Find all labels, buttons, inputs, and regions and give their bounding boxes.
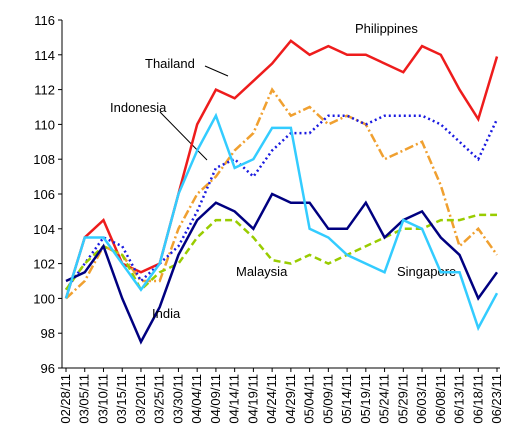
x-tick-label: 03/15/11	[114, 374, 129, 424]
series-label: Philippines	[355, 21, 418, 36]
series-line	[64, 114, 499, 291]
series-label: Indonesia	[110, 100, 167, 115]
series-label: India	[152, 306, 181, 321]
x-tick-label: 05/19/11	[358, 374, 373, 424]
x-tick-label: 05/24/11	[377, 374, 392, 424]
y-tick-label: 114	[34, 48, 55, 63]
x-tick-label: 03/10/11	[95, 374, 110, 424]
x-tick-label: 06/13/11	[452, 374, 467, 424]
y-tick-label: 112	[34, 83, 55, 98]
x-tick-label: 04/14/11	[227, 374, 242, 424]
series-line	[64, 112, 499, 332]
y-tick-label: 108	[33, 152, 55, 167]
x-tick-label: 04/24/11	[264, 374, 279, 424]
y-tick-label: 106	[33, 187, 55, 202]
series-line	[65, 87, 499, 300]
x-tick-label: 05/04/11	[302, 374, 317, 424]
x-tick-label: 03/25/11	[152, 374, 167, 424]
x-tick-label: 06/23/11	[489, 374, 504, 424]
x-tick-label: 05/14/11	[339, 374, 354, 424]
x-tick-label: 06/03/11	[414, 374, 429, 424]
series-label: Malaysia	[236, 264, 288, 279]
y-tick-label: 110	[34, 117, 55, 132]
leader-line	[159, 111, 208, 161]
y-tick-label: 96	[41, 361, 55, 376]
y-tick-label: 98	[41, 326, 55, 341]
x-tick-label: 06/18/11	[470, 374, 485, 424]
x-tick-label: 04/09/11	[208, 374, 223, 424]
series-line	[64, 39, 499, 299]
x-tick-label: 03/30/11	[170, 374, 185, 424]
series-label: Singapore	[397, 264, 456, 279]
y-tick-label: 104	[33, 222, 55, 237]
x-tick-label: 06/08/11	[433, 374, 448, 424]
leader-line	[204, 65, 229, 77]
x-tick-label: 04/19/11	[245, 374, 260, 424]
y-tick-label: 116	[34, 13, 55, 28]
x-tick-label: 04/29/11	[283, 374, 298, 424]
x-tick-label: 05/09/11	[320, 374, 335, 424]
x-tick-label: 03/05/11	[77, 374, 92, 424]
x-tick-label: 02/28/11	[58, 374, 73, 424]
x-tick-label: 04/04/11	[189, 374, 204, 424]
x-tick-label: 05/29/11	[395, 374, 410, 424]
x-tick-label: 03/20/11	[133, 374, 148, 424]
series-line	[65, 192, 499, 345]
y-tick-label: 100	[33, 291, 55, 306]
y-tick-label: 102	[33, 257, 55, 272]
series-label: Thailand	[145, 56, 195, 71]
